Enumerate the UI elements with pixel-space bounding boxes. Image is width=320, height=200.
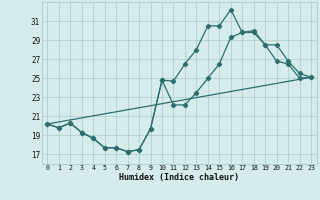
X-axis label: Humidex (Indice chaleur): Humidex (Indice chaleur)	[119, 173, 239, 182]
